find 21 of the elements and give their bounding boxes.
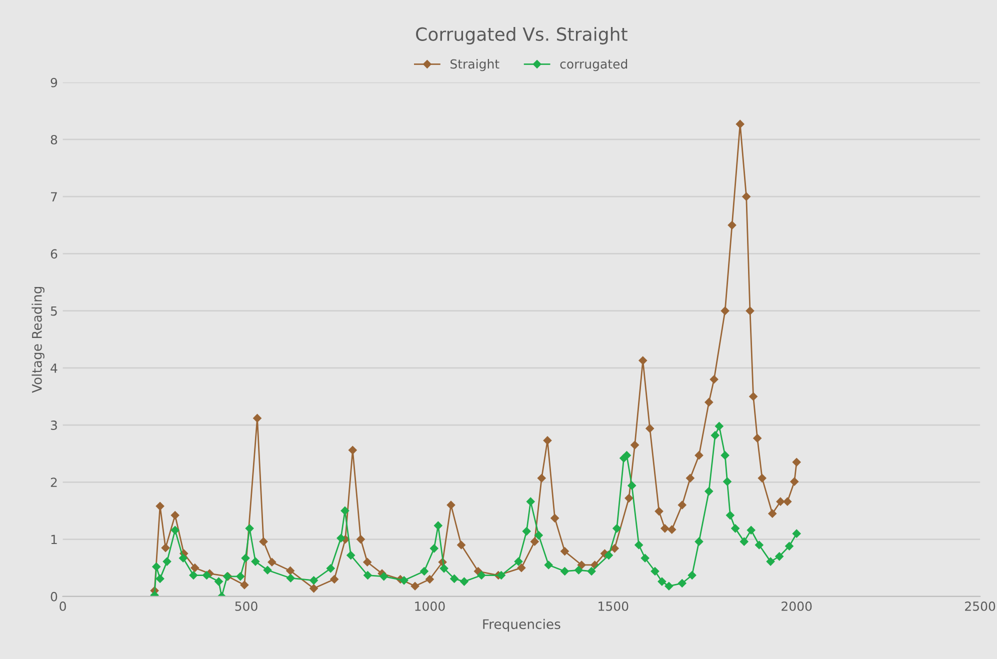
x-tick-label: 0	[60, 601, 66, 611]
y-axis-title: Voltage Reading	[32, 286, 44, 393]
x-tick-label: 500	[235, 601, 258, 611]
y-tick-label: 9	[50, 78, 58, 88]
x-axis-title: Frequencies	[483, 618, 560, 632]
y-tick-label: 8	[50, 134, 58, 144]
y-tick-label: 3	[50, 420, 57, 430]
x-tick-label: 1000	[415, 601, 445, 611]
legend-label: corrugated	[560, 59, 628, 72]
y-tick-label: 0	[50, 592, 58, 602]
y-tick-label: 1	[51, 534, 57, 544]
x-tick-label: 2000	[782, 601, 812, 611]
y-tick-label: 4	[50, 364, 58, 373]
y-tick-label: 5	[50, 306, 57, 316]
y-tick-label: 2	[50, 478, 57, 487]
x-tick-label: 1500	[598, 601, 628, 611]
y-tick-label: 7	[51, 192, 57, 202]
x-tick-label: 2500	[965, 601, 996, 611]
legend-label: Straight	[450, 59, 500, 72]
y-tick-label: 6	[50, 249, 58, 259]
chart-title: Corrugated Vs. Straight	[416, 26, 628, 44]
